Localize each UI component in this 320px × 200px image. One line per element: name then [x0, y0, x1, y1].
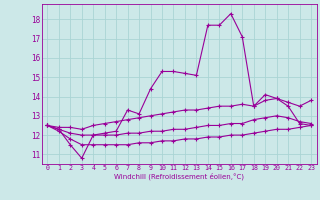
- X-axis label: Windchill (Refroidissement éolien,°C): Windchill (Refroidissement éolien,°C): [114, 173, 244, 180]
